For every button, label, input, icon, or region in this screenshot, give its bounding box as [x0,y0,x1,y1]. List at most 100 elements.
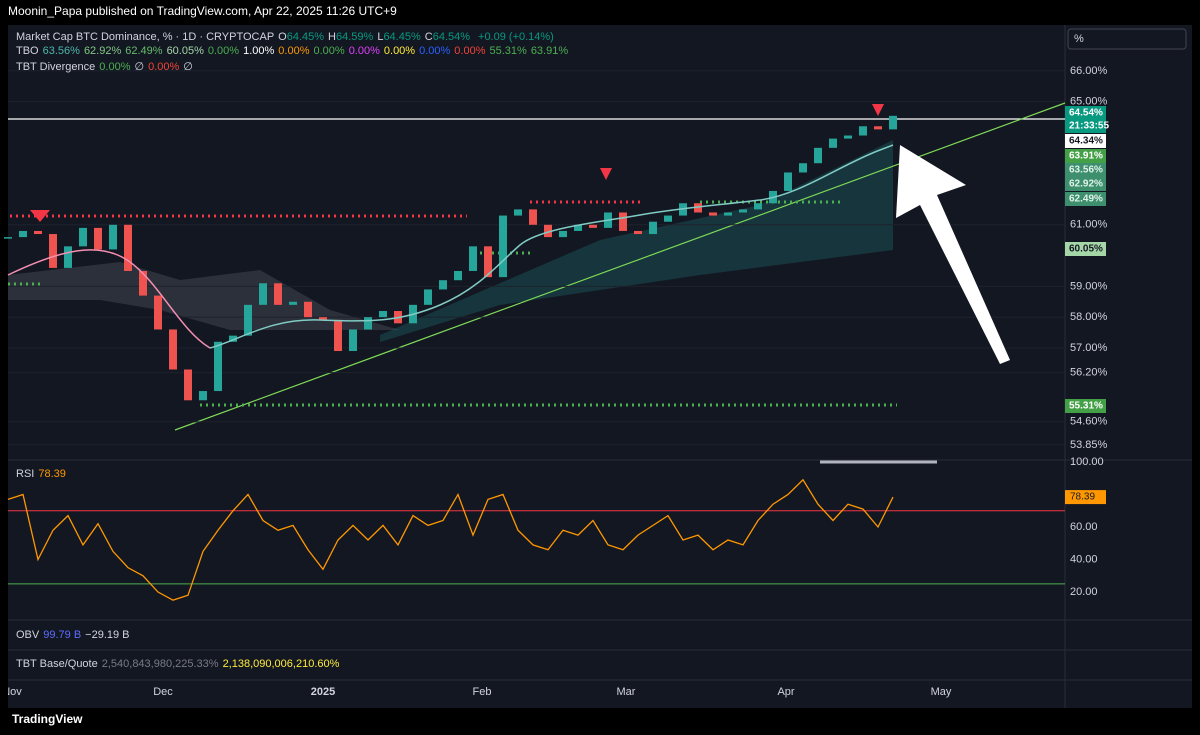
indicator-name: TBT Divergence [16,61,96,73]
indicator-value: 0.00% [148,61,180,73]
candle [259,283,267,305]
candle [4,237,12,239]
y-tick-label: 58.00% [1070,311,1108,323]
y-tick-label: 66.00% [1070,65,1108,77]
indicator-name: OBV [16,629,40,641]
legend-divergence-row: TBT Divergence 0.00% ∅ 0.00% ∅ [16,60,197,73]
candle [694,203,702,213]
candle [829,138,837,148]
obv-legend: OBV 99.79 B −29.19 B [16,629,134,641]
candle [19,230,27,238]
candle [664,215,672,222]
indicator-value: 0.00% [278,45,310,57]
candle [484,246,492,278]
candle [334,320,342,352]
candle [754,203,762,210]
candle [739,209,747,213]
indicator-value: 99.79 B [43,629,82,641]
indicator-value: ∅ [183,61,193,73]
candle [889,115,897,130]
price-tag [1065,134,1106,148]
moving-average [209,144,894,349]
candle [814,147,822,164]
indicator-value: 2,138,090,006,210.60% [222,658,340,670]
y-tick-label: 60.00 [1070,521,1098,533]
y-tick-label: 59.00% [1070,280,1108,292]
price-tag [1065,119,1106,133]
signal-marker [600,168,612,180]
price-tag-label: 63.56% [1069,165,1103,176]
rsi-value: 78.39 [38,468,66,480]
publisher: Moonin_Papa published on TradingView.com… [8,4,397,18]
ohlc-value: 64.45% [383,31,421,43]
candle [124,224,132,271]
price-tag-label: 55.31% [1069,401,1103,412]
candle [64,246,72,268]
signal-marker [30,210,50,222]
rsi-line [7,478,894,601]
legend-symbol-row: Market Cap BTC Dominance, % · 1D · CRYPT… [16,31,558,43]
indicator-name: TBT Base/Quote [16,658,98,670]
annotation-arrow [896,145,1010,364]
indicator-name: RSI [16,468,35,480]
ohlc-key: L [377,31,384,43]
candle [649,221,657,235]
x-tick-label: 2025 [311,686,335,698]
indicator-value: 55.31% [489,45,527,57]
indicator-value: 62.92% [83,45,122,57]
candle [349,329,357,352]
scale-mode[interactable] [1067,28,1187,50]
price-tag [1065,149,1106,163]
y-tick-label: 53.85% [1070,439,1108,451]
y-tick-label: 54.60% [1070,416,1108,428]
indicator-name: TBO [16,45,39,57]
candle [859,126,867,136]
candle [79,227,87,247]
indicator-value: 0.00% [207,45,240,57]
candle [619,212,627,231]
candle [529,209,537,225]
candle [589,224,597,228]
candle [274,283,282,305]
candle [634,230,642,235]
ohlc-key: O [278,31,287,43]
price-tag [1065,106,1106,120]
price-tag [1065,192,1106,206]
chart-background [8,25,1192,708]
price-tag-label: 62.49% [1069,194,1103,205]
candle [94,227,102,250]
price-tag-label: 60.05% [1069,244,1103,255]
signal-marker [872,104,884,116]
indicator-value: ∅ [134,61,145,73]
price-tag-label: 64.54% [1069,108,1103,119]
candle [499,215,507,278]
indicator-value: 0.00% [383,45,416,57]
price-tag-label: 21:33:55 [1069,121,1109,132]
price-tag [1065,163,1106,177]
candle [214,341,222,392]
x-tick-label: May [931,686,952,698]
y-tick-label: 20.00 [1070,586,1098,598]
candle [289,301,297,305]
moving-average [7,249,211,349]
candle [424,289,432,305]
candle [199,391,207,401]
indicator-value: 63.91% [530,45,569,57]
scale-mode-label[interactable]: % [1074,33,1084,45]
cloud [380,140,893,342]
ohlc-value: 64.59% [336,31,374,43]
candle [304,301,312,318]
candle [874,126,882,130]
axis-clip [0,680,8,705]
candle [169,329,177,370]
candle [109,224,117,250]
candle [154,295,162,330]
price-tag-label: 63.91% [1069,151,1103,162]
indicator-value: 0.00% [313,45,345,57]
y-tick-label: 61.00% [1070,219,1108,231]
candle [184,369,192,401]
candle [799,163,807,173]
candle [844,135,852,139]
